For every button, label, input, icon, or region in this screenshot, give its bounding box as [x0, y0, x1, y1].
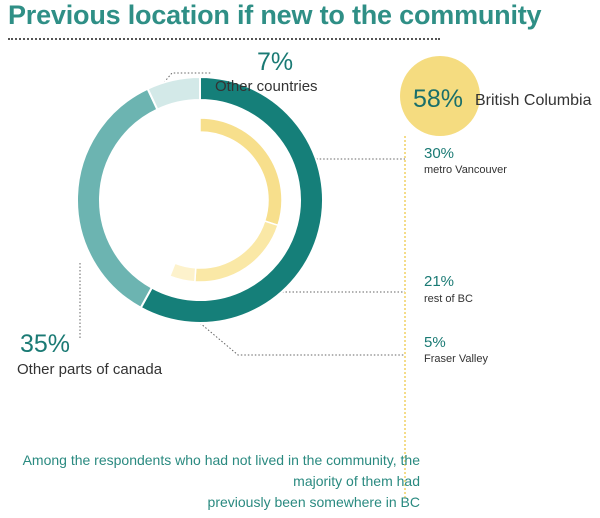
rest-of-bc-label: rest of BC	[424, 293, 473, 305]
outer-slice-other-parts-of-canada	[76, 87, 159, 310]
inner-slice-fraser-valley	[168, 262, 197, 283]
fraser-valley-percent: 5%	[424, 334, 446, 351]
other-canada-label: Other parts of canada	[17, 361, 163, 378]
leader-other-countries	[154, 72, 212, 94]
inner-slice-metro-vancouver	[199, 117, 283, 227]
bc-percent: 58%	[413, 85, 464, 113]
footnote-line: majority of them had	[293, 473, 420, 489]
metro-vancouver-percent: 30%	[424, 145, 455, 162]
outer-slice-british-columbia	[139, 75, 324, 324]
inner-ring	[168, 117, 283, 283]
title-divider	[8, 38, 440, 40]
inner-slice-rest-of-bc	[194, 220, 279, 283]
outer-ring	[76, 75, 324, 324]
rest-of-bc-percent: 21%	[424, 273, 455, 290]
leader-fraser-valley	[199, 322, 405, 356]
other-countries-label: Other countries	[215, 78, 318, 95]
fraser-valley-label: Fraser Valley	[424, 353, 488, 365]
other-countries-percent: 7%	[257, 48, 294, 76]
footnote-line: Among the respondents who had not lived …	[22, 452, 420, 468]
bc-label: British Columbia	[475, 92, 592, 109]
footnote-line: previously been somewhere in BC	[207, 494, 420, 510]
bc-highlight-circle	[400, 56, 480, 136]
footnote: Among the respondents who had not lived …	[23, 450, 420, 513]
metro-vancouver-label: metro Vancouver	[424, 164, 507, 176]
other-canada-percent: 35%	[20, 330, 71, 358]
page-title: Previous location if new to the communit…	[8, 0, 542, 30]
outer-slice-other-countries	[146, 75, 201, 111]
